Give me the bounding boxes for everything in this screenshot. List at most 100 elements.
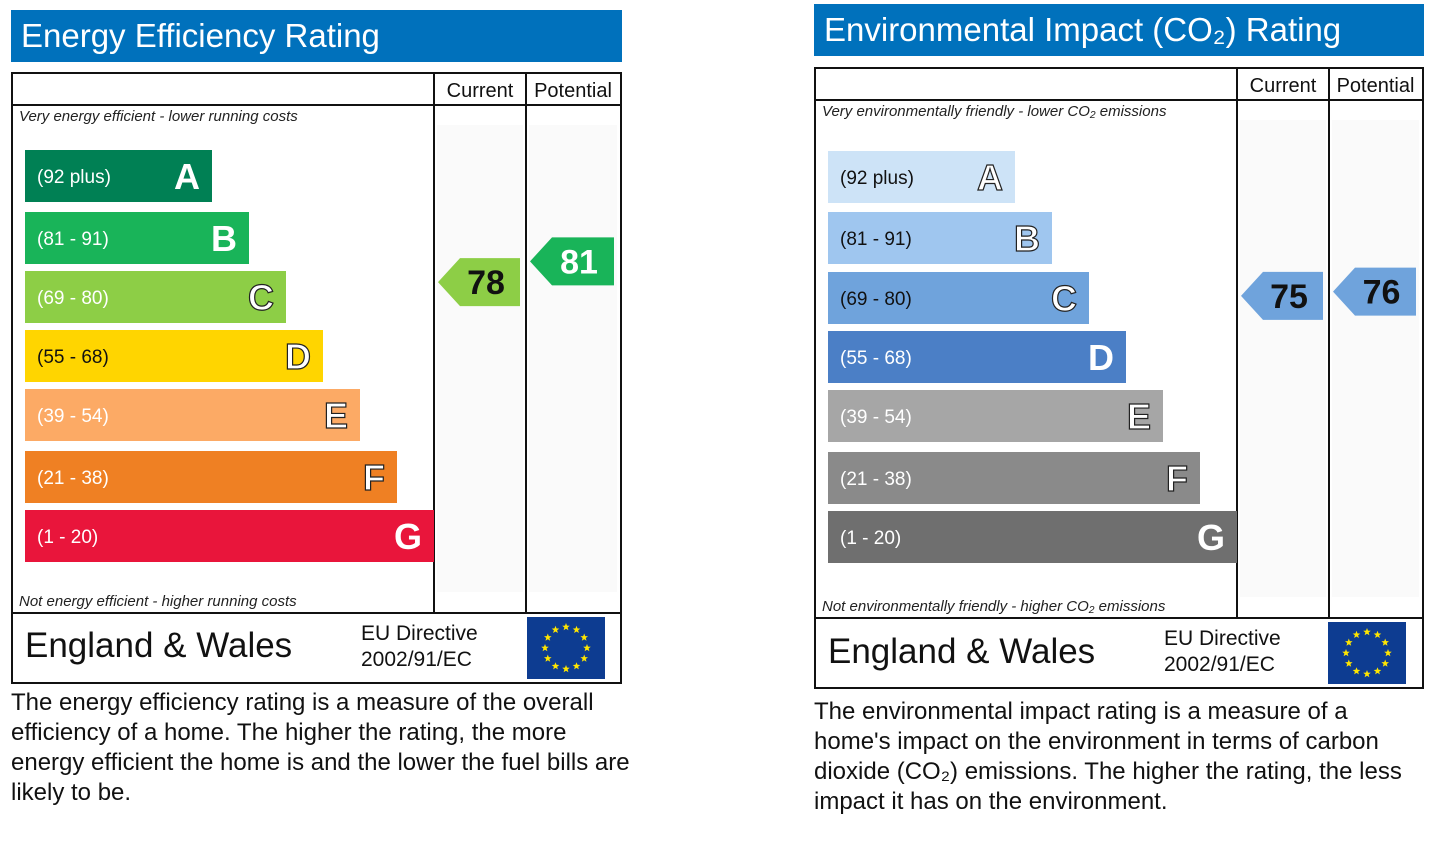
band-range-g: (1 - 20) (37, 527, 98, 548)
band-letter-g: G (1197, 517, 1225, 558)
eu-star (541, 644, 549, 652)
eu-star (551, 662, 560, 670)
environmental-rating-chart: Current Potential Very environmentally fri… (816, 69, 1422, 617)
eu-star (1345, 659, 1353, 667)
potential-rating-arrow (530, 237, 614, 286)
column-title-current: Current (447, 80, 514, 102)
eu-star (572, 662, 581, 670)
directive-line-2: 2002/91/EC (1164, 653, 1275, 676)
current-rating-value: 75 (1270, 278, 1308, 316)
environmental-chart-title: Environmental Impact (CO₂) Rating (814, 4, 1424, 56)
eu-star (1381, 659, 1389, 667)
energy-chart-title: Energy Efficiency Rating (11, 10, 622, 62)
band-bar-g (25, 510, 434, 562)
eu-star (551, 625, 560, 633)
band-letter-c: C (1051, 278, 1077, 319)
current-column-bg (1240, 120, 1326, 597)
band-bar-d (828, 331, 1126, 383)
potential-column-bg (529, 125, 617, 592)
eu-star (1363, 628, 1371, 636)
band-range-b: (81 - 91) (840, 229, 912, 250)
environmental-description: The environmental impact rating is a mea… (814, 698, 1402, 815)
band-range-g: (1 - 20) (840, 528, 901, 549)
band-letter-e: E (1127, 396, 1151, 437)
band-range-c: (69 - 80) (37, 288, 109, 309)
eu-directive-label: EU Directive 2002/91/EC (361, 621, 478, 673)
band-range-a: (92 plus) (840, 168, 914, 189)
eu-star (580, 654, 588, 662)
band-bar-f (25, 451, 397, 503)
eu-star (1345, 638, 1353, 646)
top-note: Very energy efficient - lower running co… (19, 108, 298, 125)
potential-rating-value: 76 (1363, 274, 1401, 312)
top-note: Very environmentally friendly - lower CO… (822, 103, 1167, 120)
band-range-e: (39 - 54) (37, 406, 109, 427)
band-letter-f: F (363, 457, 385, 498)
band-letter-b: B (1014, 218, 1040, 259)
band-range-f: (21 - 38) (37, 468, 109, 489)
band-range-d: (55 - 68) (37, 347, 109, 368)
band-bar-a (828, 151, 1015, 203)
current-rating-arrow (1241, 271, 1323, 320)
band-letter-a: A (174, 156, 200, 197)
eu-directive-label: EU Directive 2002/91/EC (1164, 626, 1281, 678)
column-title-potential: Potential (1337, 75, 1415, 97)
band-bar-f (828, 452, 1200, 504)
eu-star (544, 654, 552, 662)
energy-rating-chart: Current Potential Very energy efficient - … (13, 74, 620, 612)
region-label: England & Wales (828, 632, 1096, 671)
band-letter-a: A (977, 157, 1003, 198)
bottom-note: Not environmentally friendly - higher CO… (822, 598, 1166, 615)
band-range-e: (39 - 54) (840, 407, 912, 428)
band-bar-b (828, 212, 1052, 264)
band-bar-c (828, 272, 1089, 324)
eu-star (583, 644, 591, 652)
band-bar-g (828, 511, 1237, 563)
band-range-a: (92 plus) (37, 167, 111, 188)
eu-star (1373, 667, 1382, 675)
directive-line-2: 2002/91/EC (361, 648, 472, 671)
environmental-chart-frame: Current Potential Very environmentally fri… (814, 67, 1424, 619)
band-bar-e (25, 389, 360, 441)
band-letter-b: B (211, 218, 237, 259)
eu-star (562, 623, 570, 631)
bottom-note: Not energy efficient - higher running co… (19, 593, 297, 610)
eu-star (1352, 667, 1361, 675)
eu-star (1342, 649, 1350, 657)
band-bar-b (25, 212, 249, 264)
band-letter-f: F (1166, 458, 1188, 499)
band-letter-e: E (324, 395, 348, 436)
potential-column-bg (1332, 120, 1419, 597)
eu-flag-icon (527, 617, 605, 679)
eu-flag-icon (1328, 622, 1406, 684)
band-bar-d (25, 330, 323, 382)
column-title-current: Current (1250, 75, 1317, 97)
band-letter-c: C (248, 277, 274, 318)
band-range-d: (55 - 68) (840, 348, 912, 369)
eu-star (562, 665, 570, 673)
eu-star (1381, 638, 1389, 646)
eu-star (1352, 630, 1361, 638)
eu-star (1363, 670, 1371, 678)
current-column-bg (437, 125, 523, 592)
environmental-footer: England & Wales EU Directive 2002/91/EC (814, 617, 1424, 689)
band-range-b: (81 - 91) (37, 229, 109, 250)
potential-rating-value: 81 (560, 243, 598, 281)
band-bar-c (25, 271, 286, 323)
band-range-c: (69 - 80) (840, 289, 912, 310)
directive-line-1: EU Directive (1164, 627, 1281, 650)
energy-description: The energy efficiency rating is a measur… (11, 689, 630, 806)
band-range-f: (21 - 38) (840, 469, 912, 490)
energy-chart-frame: Current Potential Very energy efficient - … (11, 72, 622, 614)
band-letter-d: D (285, 336, 311, 377)
current-rating-value: 78 (467, 264, 505, 302)
directive-line-1: EU Directive (361, 622, 478, 645)
band-bar-a (25, 150, 212, 202)
eu-star (580, 633, 588, 641)
eu-star (1384, 649, 1392, 657)
eu-star (544, 633, 552, 641)
potential-rating-arrow (1333, 267, 1416, 316)
region-label: England & Wales (25, 626, 293, 665)
current-rating-arrow (438, 258, 520, 307)
band-letter-g: G (394, 516, 422, 557)
